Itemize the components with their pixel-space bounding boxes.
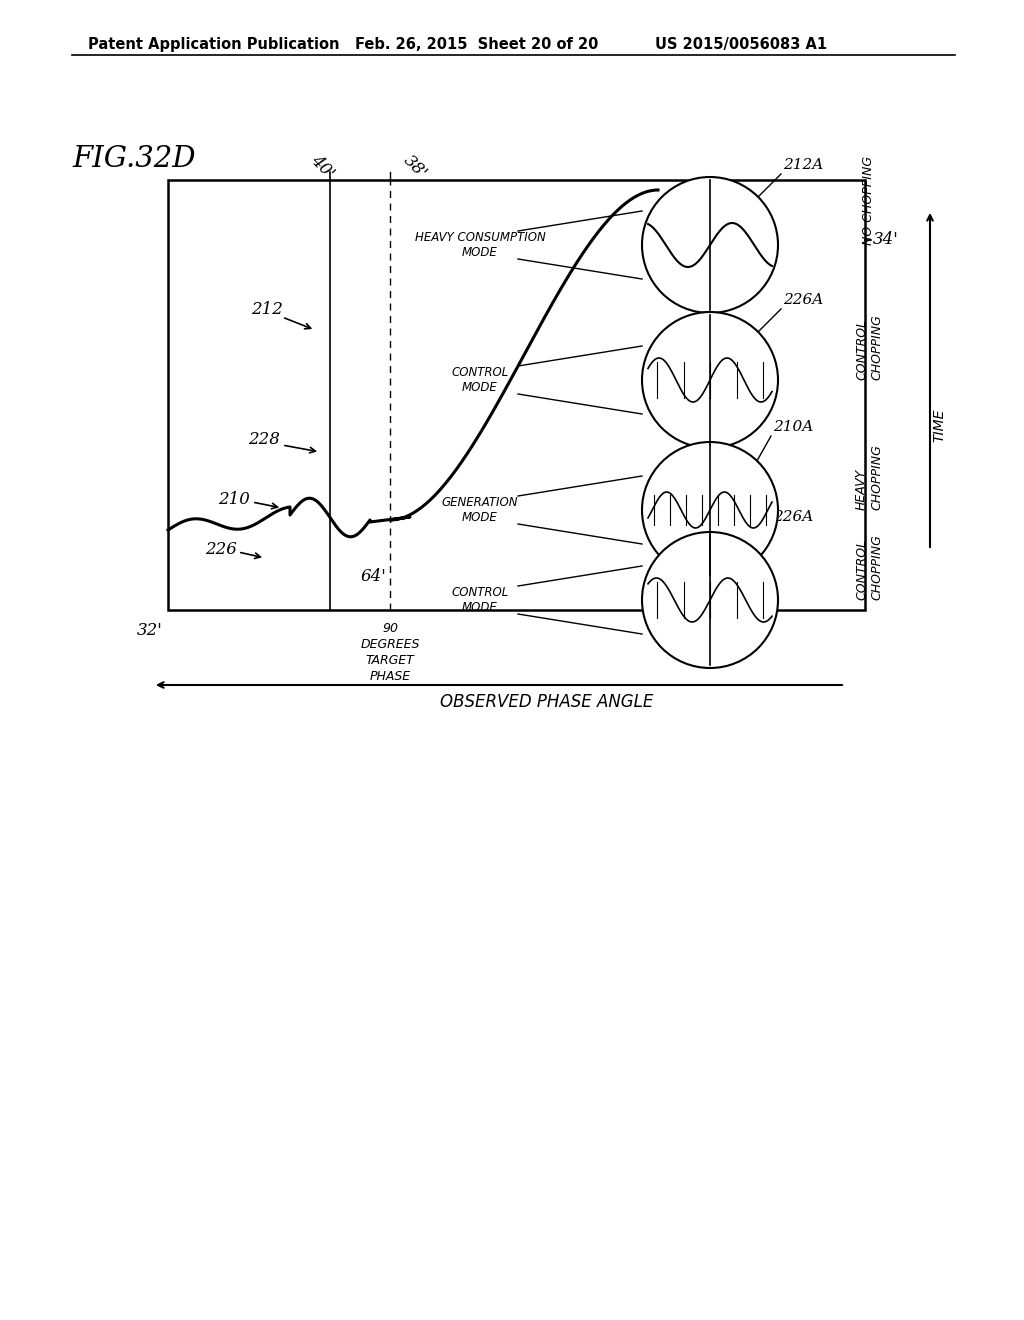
Text: TIME: TIME — [932, 408, 946, 442]
Text: Patent Application Publication: Patent Application Publication — [88, 37, 340, 51]
Circle shape — [642, 312, 778, 447]
Text: HEAVY CONSUMPTION
MODE: HEAVY CONSUMPTION MODE — [415, 231, 546, 259]
Text: FIG.32D: FIG.32D — [72, 145, 196, 173]
Text: GENERATION
MODE: GENERATION MODE — [441, 496, 518, 524]
Bar — [168, 180, 865, 610]
Text: CONTROL
MODE: CONTROL MODE — [452, 366, 509, 393]
Circle shape — [642, 442, 778, 578]
Circle shape — [642, 532, 778, 668]
Text: 226A: 226A — [773, 510, 813, 524]
Text: 38': 38' — [400, 152, 430, 182]
Text: CONTROL
CHOPPING: CONTROL CHOPPING — [855, 314, 883, 380]
Text: CONTROL
CHOPPING: CONTROL CHOPPING — [855, 535, 883, 601]
Text: 212A: 212A — [783, 158, 823, 172]
Text: US 2015/0056083 A1: US 2015/0056083 A1 — [655, 37, 827, 51]
Circle shape — [642, 177, 778, 313]
Text: 228: 228 — [248, 432, 280, 449]
Text: 64': 64' — [360, 568, 386, 585]
Text: 212: 212 — [251, 301, 283, 318]
Text: 210A: 210A — [773, 420, 813, 434]
Text: 34': 34' — [873, 231, 899, 248]
Text: HEAVY
CHOPPING: HEAVY CHOPPING — [855, 445, 883, 510]
Text: 90
DEGREES
TARGET
PHASE: 90 DEGREES TARGET PHASE — [360, 622, 420, 682]
Text: NO CHOPPING: NO CHOPPING — [862, 156, 876, 246]
Text: CONTROL
MODE: CONTROL MODE — [452, 586, 509, 614]
Text: Feb. 26, 2015  Sheet 20 of 20: Feb. 26, 2015 Sheet 20 of 20 — [355, 37, 598, 51]
Text: 226: 226 — [205, 541, 237, 558]
Text: 226A: 226A — [783, 293, 823, 308]
Text: 40': 40' — [307, 152, 337, 182]
Text: 32': 32' — [137, 622, 163, 639]
Text: 210: 210 — [218, 491, 250, 508]
Text: OBSERVED PHASE ANGLE: OBSERVED PHASE ANGLE — [440, 693, 653, 711]
